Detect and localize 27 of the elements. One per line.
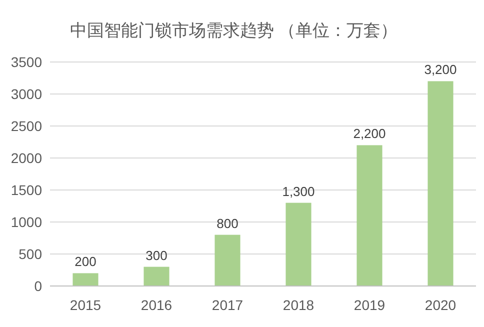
data-label: 3,200 bbox=[424, 62, 457, 78]
bar bbox=[72, 273, 98, 286]
y-tick-label: 3500 bbox=[10, 54, 42, 70]
y-tick-label: 500 bbox=[18, 246, 42, 262]
data-label: 300 bbox=[146, 248, 168, 263]
x-tick-label: 2016 bbox=[140, 297, 172, 313]
x-tick-label: 2019 bbox=[354, 297, 386, 313]
x-tick-label: 2017 bbox=[212, 297, 244, 313]
x-tick-label: 2018 bbox=[282, 297, 314, 313]
y-tick-label: 1000 bbox=[10, 214, 42, 230]
y-tick-label: 3000 bbox=[10, 86, 42, 102]
data-label: 2,200 bbox=[353, 126, 386, 142]
bar bbox=[356, 145, 382, 286]
data-label: 800 bbox=[216, 216, 238, 231]
bar bbox=[428, 81, 454, 286]
data-label: 1,300 bbox=[282, 184, 315, 199]
x-tick-label: 2020 bbox=[424, 297, 456, 313]
y-tick-label: 2000 bbox=[10, 150, 42, 166]
bar bbox=[286, 202, 312, 286]
y-tick-label: 2500 bbox=[10, 118, 42, 134]
bar bbox=[214, 234, 240, 286]
x-tick-label: 2015 bbox=[70, 297, 102, 313]
chart-title: 中国智能门锁市场需求趋势 （单位：万套） bbox=[70, 21, 398, 40]
y-tick-label: 1500 bbox=[10, 182, 42, 198]
bar bbox=[144, 266, 170, 286]
data-label: 200 bbox=[74, 254, 96, 270]
y-tick-label: 0 bbox=[34, 278, 42, 294]
